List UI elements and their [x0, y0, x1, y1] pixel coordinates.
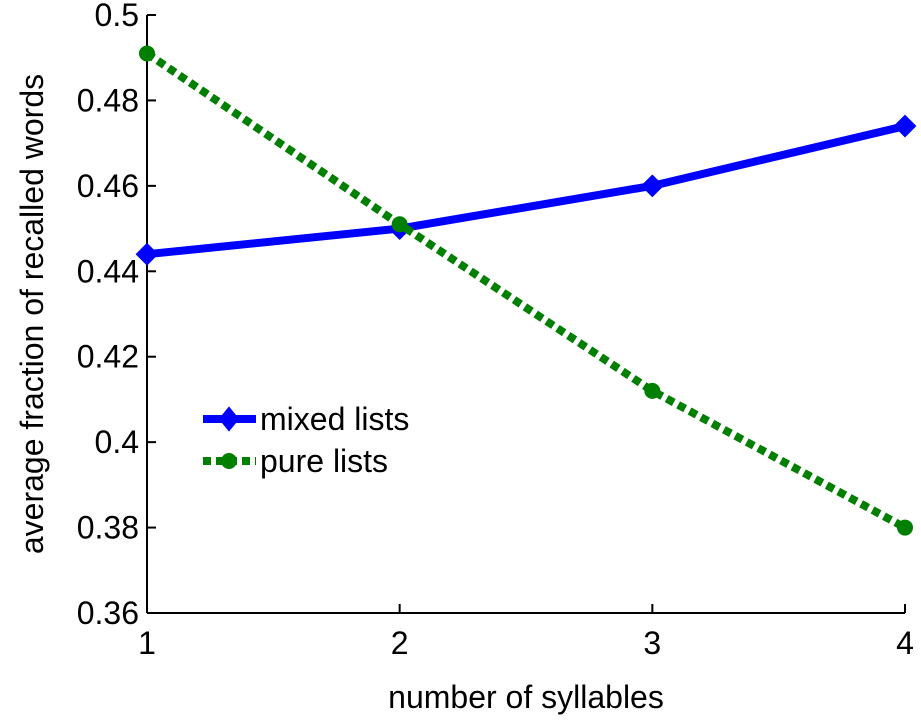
- data-point-mixed-lists: [640, 174, 664, 198]
- axes: [146, 15, 905, 614]
- x-tick-label: 2: [391, 625, 409, 661]
- y-tick-label: 0.48: [77, 82, 139, 118]
- series-group: [135, 45, 917, 536]
- y-axis-label: average fraction of recalled words: [14, 74, 50, 554]
- series-line-pure-lists: [144, 50, 907, 532]
- data-point-pure-lists: [644, 382, 661, 399]
- data-point-pure-lists: [391, 216, 408, 233]
- x-tick-label: 3: [643, 625, 661, 661]
- legend-marker-pure-lists: [221, 453, 237, 469]
- x-axis-label: number of syllables: [388, 679, 664, 715]
- y-tick-label: 0.38: [77, 510, 139, 546]
- tick-group: 0.36 0.38 0.4 0.42 0.44 0.46 0.48 0.5 1 2 3 4: [77, 0, 914, 661]
- data-point-pure-lists: [897, 519, 913, 536]
- y-tick-label: 0.5: [95, 0, 139, 33]
- data-point-mixed-lists: [135, 242, 159, 266]
- y-tick-label: 0.4: [95, 424, 139, 460]
- series-line-mixed-lists: [146, 122, 906, 259]
- x-tick-label: 4: [896, 625, 914, 661]
- data-point-pure-lists: [139, 45, 155, 62]
- y-tick-label: 0.36: [77, 595, 139, 631]
- y-tick-label: 0.46: [77, 168, 139, 204]
- x-tick-label: 1: [138, 625, 156, 661]
- y-tick-label: 0.44: [77, 253, 139, 289]
- legend-label-mixed-lists: mixed lists: [260, 401, 409, 437]
- legend-label-pure-lists: pure lists: [260, 443, 388, 479]
- legend-marker-mixed-lists: [218, 406, 240, 432]
- data-point-mixed-lists: [893, 114, 917, 138]
- legend: mixed lists pure lists: [203, 401, 409, 479]
- y-tick-label: 0.42: [77, 339, 139, 375]
